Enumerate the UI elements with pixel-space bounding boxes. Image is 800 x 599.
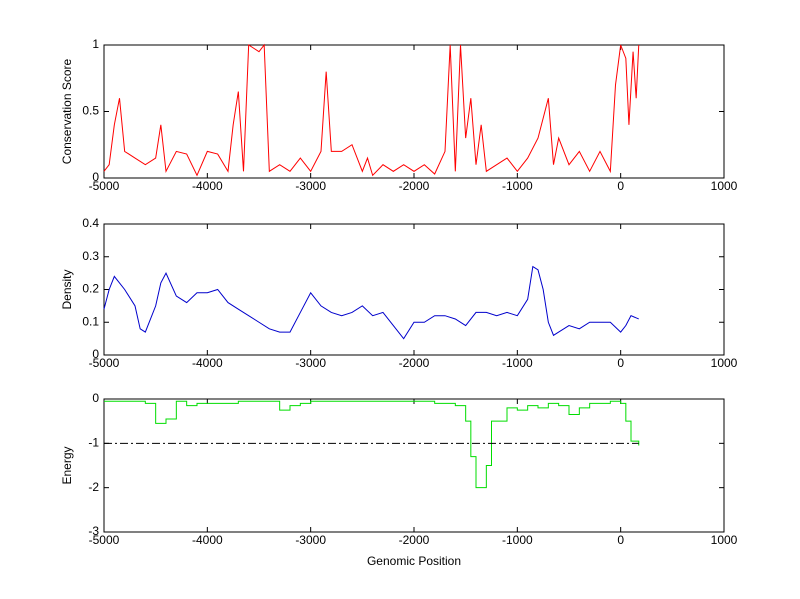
- x-tick-label: -2000: [399, 533, 430, 547]
- x-tick-label: -4000: [192, 356, 223, 370]
- x-tick-label: -4000: [192, 179, 223, 193]
- data-line: [104, 400, 640, 489]
- axes-box: [103, 223, 725, 356]
- axes-box: [103, 44, 725, 179]
- y-tick-label: 1: [92, 37, 99, 51]
- x-tick-label: 1000: [711, 533, 738, 547]
- y-tick-label: 0.5: [82, 104, 99, 118]
- x-tick-label: -5000: [89, 356, 120, 370]
- y-tick-label: -2: [88, 480, 99, 494]
- x-tick-label: -1000: [502, 356, 533, 370]
- x-tick-label: -2000: [399, 179, 430, 193]
- x-tick-label: -5000: [89, 533, 120, 547]
- x-tick-label: -3000: [295, 356, 326, 370]
- y-axis-label: Conservation Score: [60, 58, 74, 164]
- x-tick-label: -3000: [295, 533, 326, 547]
- x-tick-label: -1000: [502, 179, 533, 193]
- x-tick-label: 1000: [711, 179, 738, 193]
- axes-box: [103, 398, 725, 533]
- y-tick-label: 0: [92, 391, 99, 405]
- y-tick-label: 0: [92, 347, 99, 361]
- x-tick-label: 0: [617, 533, 624, 547]
- x-tick-label: 1000: [711, 356, 738, 370]
- x-tick-label: -3000: [295, 179, 326, 193]
- y-tick-label: 0.1: [82, 314, 99, 328]
- data-line: [103, 43, 640, 177]
- y-axis-label: Energy: [60, 446, 74, 484]
- y-tick-label: 0.2: [82, 282, 99, 296]
- x-tick-label: -5000: [89, 179, 120, 193]
- y-tick-label: -3: [88, 524, 99, 538]
- y-tick-label: 0.3: [82, 249, 99, 263]
- x-axis-label: Genomic Position: [367, 554, 461, 568]
- x-tick-label: 0: [617, 179, 624, 193]
- y-tick-label: 0.4: [82, 216, 99, 230]
- y-axis-label: Density: [60, 269, 74, 309]
- x-tick-label: -2000: [399, 356, 430, 370]
- y-tick-label: 0: [92, 170, 99, 184]
- y-tick-label: -1: [88, 436, 99, 450]
- x-tick-label: -4000: [192, 533, 223, 547]
- x-tick-label: -1000: [502, 533, 533, 547]
- data-line: [103, 265, 639, 340]
- x-tick-label: 0: [617, 356, 624, 370]
